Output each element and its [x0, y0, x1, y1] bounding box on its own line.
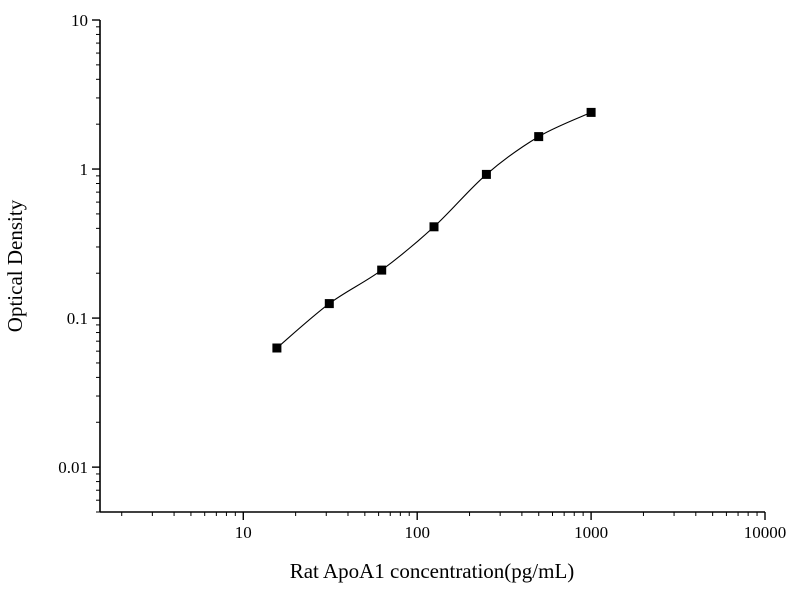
data-point-marker — [534, 132, 544, 142]
y-tick-label: 10 — [71, 11, 88, 30]
x-tick-label: 100 — [404, 523, 430, 542]
data-point-marker — [324, 299, 334, 309]
x-tick-label: 10000 — [744, 523, 787, 542]
data-point-marker — [272, 343, 282, 353]
x-tick-label: 1000 — [574, 523, 608, 542]
y-axis-title: Optical Density — [3, 199, 27, 332]
plot-layer: 10 100 1000 10000 0.01 0.1 1 10 — [58, 11, 786, 542]
x-tick-label: 10 — [235, 523, 252, 542]
data-point-marker — [481, 169, 491, 179]
y-tick-label: 1 — [80, 160, 89, 179]
y-tick-label: 0.01 — [58, 458, 88, 477]
y-tick-label: 0.1 — [67, 309, 88, 328]
data-point-marker — [586, 107, 596, 117]
x-axis-title: Rat ApoA1 concentration(pg/mL) — [290, 559, 575, 583]
data-point-marker — [429, 222, 439, 232]
data-point-marker — [377, 265, 387, 275]
